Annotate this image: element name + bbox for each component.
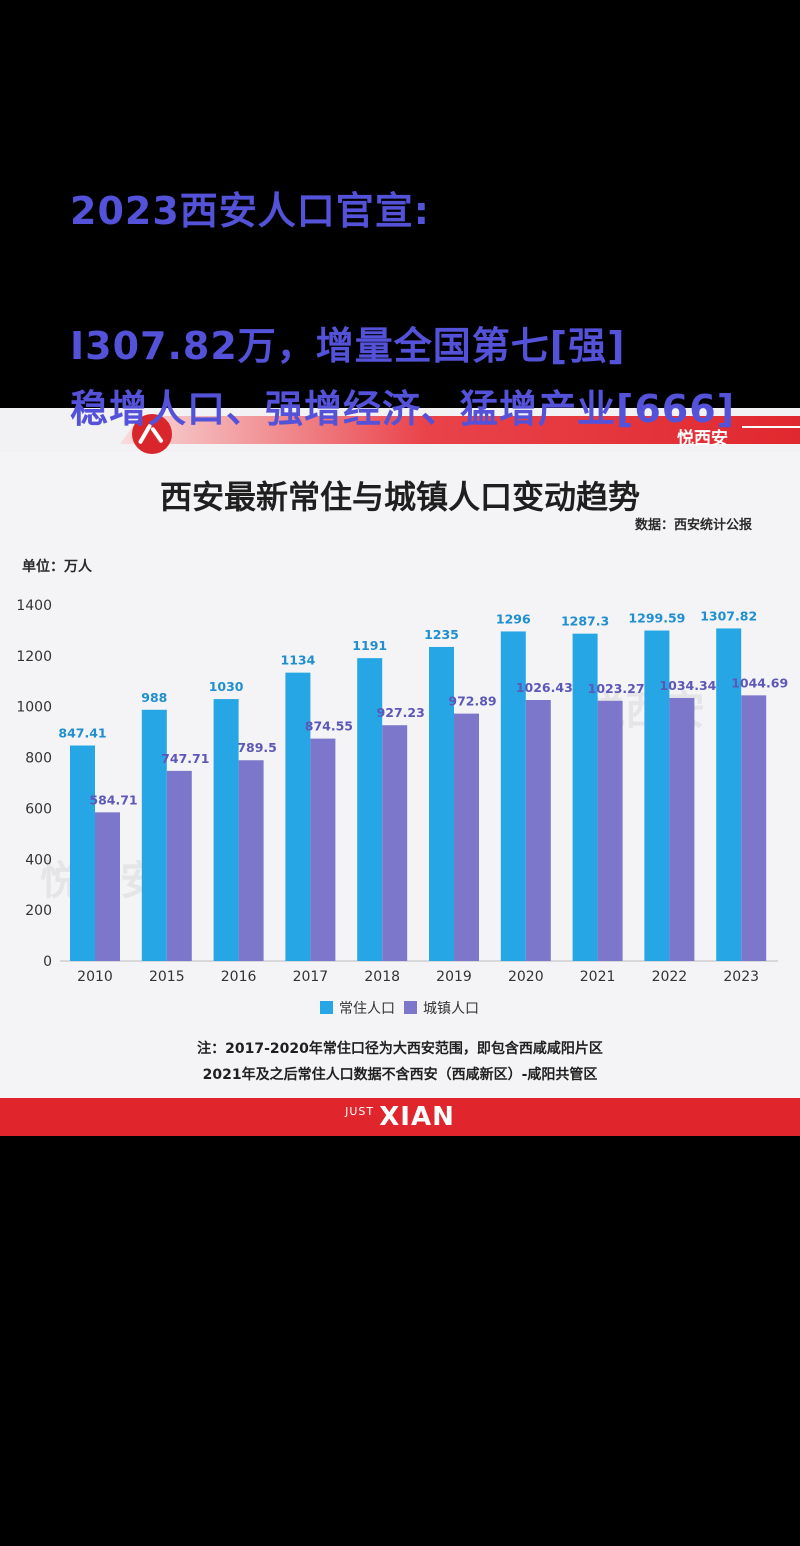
data-label-urban: 972.89 <box>448 694 496 709</box>
data-label-resident: 988 <box>141 690 167 705</box>
data-label-urban: 789.5 <box>237 740 277 755</box>
bar-resident <box>429 646 454 961</box>
data-label-urban: 1044.69 <box>731 675 788 690</box>
x-tick-label: 2010 <box>77 969 113 985</box>
bar-resident <box>500 631 526 961</box>
bar-resident <box>644 630 670 961</box>
data-label-resident: 1191 <box>352 638 387 653</box>
y-tick-label: 200 <box>25 903 52 919</box>
footer-bar: JUST XIAN <box>0 1098 800 1136</box>
x-tick-label: 2017 <box>293 969 329 985</box>
y-tick-label: 800 <box>25 751 52 767</box>
bar-urban <box>741 695 767 961</box>
bar-urban <box>95 812 120 961</box>
footer-logo-small: JUST <box>345 1105 375 1118</box>
bar-chart: 0 200 400 600 800 1000 1200 1400 847.41 584.71 201… <box>16 598 788 1017</box>
x-tick-label: 2022 <box>652 969 688 985</box>
data-label-resident: 1287.3 <box>561 614 609 629</box>
y-tick-label: 1400 <box>16 598 52 614</box>
bar-resident <box>141 709 167 961</box>
data-source: 数据：西安统计公报 <box>634 518 752 533</box>
x-tick-label: 2020 <box>508 969 544 985</box>
y-tick-label: 1200 <box>16 649 52 665</box>
legend-swatch <box>320 1001 333 1014</box>
chart-note: 2021年及之后常住人口数据不含西安（西咸新区）-咸阳共管区 <box>202 1067 598 1083</box>
data-label-resident: 1299.59 <box>628 611 685 626</box>
data-label-resident: 1307.82 <box>700 608 757 623</box>
bar-resident <box>572 633 598 961</box>
data-label-urban: 874.55 <box>305 719 353 734</box>
x-tick-label: 2023 <box>723 969 759 985</box>
bar-resident <box>213 699 239 961</box>
bar-urban <box>382 725 408 961</box>
bar-urban <box>454 713 479 961</box>
post-headline: 2023西安人口官宣: <box>70 189 430 233</box>
chart-title: 西安最新常住与城镇人口变动趋势 <box>159 478 640 516</box>
chart-note: 注：2017-2020年常住口径为大西安范围，即包含西咸咸阳片区 <box>197 1041 603 1057</box>
legend-label: 常住人口 <box>339 1001 395 1017</box>
x-tick-label: 2019 <box>436 969 472 985</box>
footer-logo-big: XIAN <box>379 1102 455 1132</box>
chart-card: 悦西安 西安最新常住与城镇人口变动趋势 数据：西安统计公报 单位：万人 悦西安 … <box>0 408 800 1136</box>
data-label-resident: 1030 <box>209 679 244 694</box>
brand-name: 悦西安 <box>677 429 728 449</box>
unit-label: 单位：万人 <box>22 559 92 575</box>
data-label-resident: 1134 <box>281 653 316 668</box>
data-label-urban: 1023.27 <box>588 681 645 696</box>
x-tick-label: 2015 <box>149 969 185 985</box>
legend-swatch <box>404 1001 417 1014</box>
bar-urban <box>310 738 336 961</box>
data-label-urban: 927.23 <box>377 705 425 720</box>
bar-resident <box>70 745 95 961</box>
x-tick-label: 2021 <box>580 969 616 985</box>
post-subheadline: I307.82万，增量全国第七[强] <box>70 324 626 368</box>
footer-logo: JUST XIAN <box>0 1102 800 1132</box>
y-tick-label: 400 <box>25 852 52 868</box>
y-tick-label: 1000 <box>16 700 52 716</box>
data-label-urban: 1026.43 <box>516 680 573 695</box>
post-tagline: 稳增人口、强增经济、猛增产业[666] <box>70 387 736 431</box>
header-red-strip <box>120 416 800 444</box>
bar-urban <box>597 700 623 961</box>
bar-resident <box>716 628 742 961</box>
data-label-resident: 1296 <box>496 611 531 626</box>
bar-resident <box>285 672 311 961</box>
data-label-urban: 1034.34 <box>659 678 716 693</box>
data-label-urban: 584.71 <box>89 792 137 807</box>
data-label-resident: 847.41 <box>58 726 106 741</box>
brand-divider <box>742 426 800 428</box>
bar-urban <box>238 760 264 961</box>
brand-logo-icon <box>132 414 172 454</box>
x-tick-label: 2018 <box>364 969 400 985</box>
bar-urban <box>525 699 551 961</box>
y-tick-label: 600 <box>25 801 52 817</box>
data-label-resident: 1235 <box>424 627 459 642</box>
bar-resident <box>357 658 383 961</box>
x-tick-label: 2016 <box>221 969 257 985</box>
bar-urban <box>669 697 695 961</box>
bar-urban <box>166 770 192 961</box>
y-tick-label: 0 <box>43 954 52 970</box>
data-label-urban: 747.71 <box>161 751 209 766</box>
legend-label: 城镇人口 <box>423 1001 479 1017</box>
